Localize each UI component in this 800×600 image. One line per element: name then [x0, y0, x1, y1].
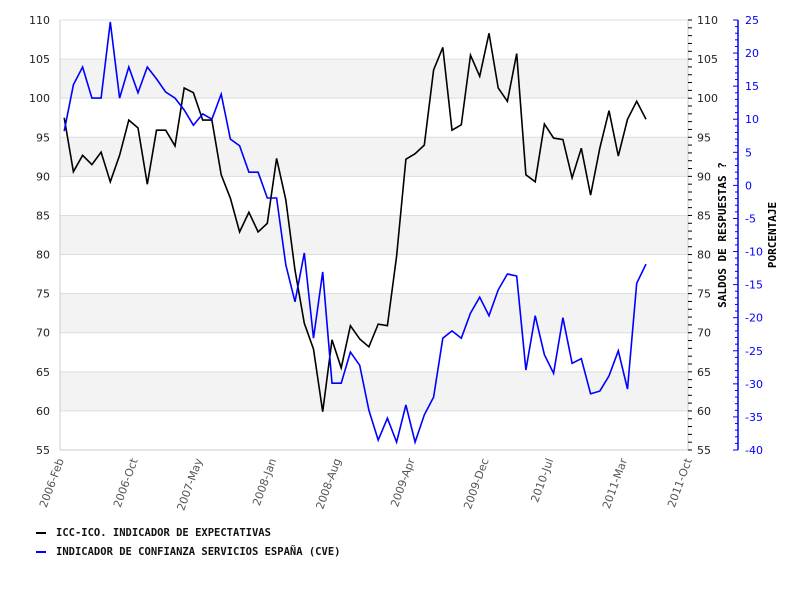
right-axis-2-tick-label: -5	[745, 212, 756, 225]
grid-band	[60, 59, 688, 99]
right-axis-2-tick-label: -20	[745, 312, 763, 325]
x-tick-label: 2009-Dec	[461, 457, 491, 511]
series-line-0	[63, 33, 647, 412]
left-tick-label: 85	[36, 209, 50, 222]
right-axis-1-tick-label: 55	[697, 444, 711, 457]
right-axis-2-tick-label: 5	[745, 146, 752, 159]
right-axis-2-tick-label: 0	[745, 179, 752, 192]
legend-swatch-blue	[36, 551, 46, 553]
left-tick-label: 110	[29, 14, 50, 27]
right-axis-1-tick-label: 85	[697, 209, 711, 222]
right-axis-1-tick-label: 75	[697, 288, 711, 301]
right-axis-2-title: PORCENTAJE	[766, 202, 779, 268]
right-axis-2-tick-label: -15	[745, 279, 763, 292]
left-tick-label: 95	[36, 131, 50, 144]
legend-label: ICC-ICO. INDICADOR DE EXPECTATIVAS	[56, 527, 271, 539]
right-axis-2-tick-label: -25	[745, 345, 763, 358]
right-axis-2-tick-label: -10	[745, 246, 763, 259]
right-axis-1-tick-label: 100	[697, 92, 718, 105]
right-axis-2-tick-label: -30	[745, 378, 763, 391]
left-tick-label: 80	[36, 249, 50, 262]
x-tick-label: 2008-Jan	[250, 457, 279, 508]
grid-band	[60, 371, 688, 411]
right-axis-2-tick-label: -40	[745, 444, 763, 457]
x-tick-label: 2008-Aug	[313, 457, 343, 511]
left-tick-label: 55	[36, 444, 50, 457]
legend-item-icc-ico: ICC-ICO. INDICADOR DE EXPECTATIVAS	[36, 527, 271, 539]
right-axis-1-tick-label: 110	[697, 14, 718, 27]
legend-swatch-black	[36, 532, 46, 534]
right-axis-1-tick-label: 90	[697, 170, 711, 183]
x-tick-label: 2006-Oct	[111, 456, 141, 509]
right-axis-2-tick-label: 10	[745, 113, 759, 126]
right-axis-1-tick-label: 65	[697, 366, 711, 379]
right-axis-1-tick-label: 70	[697, 327, 711, 340]
left-tick-label: 60	[36, 405, 50, 418]
x-tick-label: 2006-Feb	[37, 457, 67, 510]
x-tick-label: 2007-May	[174, 456, 205, 512]
right-axis-1-tick-label: 105	[697, 53, 718, 66]
grid-band	[60, 215, 688, 255]
left-tick-label: 65	[36, 366, 50, 379]
right-axis-2-tick-label: 20	[745, 47, 759, 60]
legend-item-cve: INDICADOR DE CONFIANZA SERVICIOS ESPAÑA …	[36, 546, 340, 558]
right-axis-2-tick-label: -35	[745, 411, 763, 424]
x-tick-label: 2011-Oct	[665, 456, 695, 509]
legend-label: INDICADOR DE CONFIANZA SERVICIOS ESPAÑA …	[56, 546, 341, 558]
right-axis-1-tick-label: 80	[697, 249, 711, 262]
right-axis-2-tick-label: 15	[745, 80, 759, 93]
left-tick-label: 70	[36, 327, 50, 340]
x-tick-label: 2010-Jul	[528, 457, 556, 505]
left-tick-label: 75	[36, 288, 50, 301]
x-tick-label: 2011-Mar	[600, 456, 630, 510]
left-tick-label: 90	[36, 170, 50, 183]
right-axis-2-tick-label: 25	[745, 14, 759, 27]
right-axis-1-tick-label: 60	[697, 405, 711, 418]
right-axis-1-tick-label: 95	[697, 131, 711, 144]
grid-band	[60, 293, 688, 333]
right-axis-1-title: SALDOS DE RESPUESTAS ?	[716, 162, 729, 308]
left-tick-label: 105	[29, 53, 50, 66]
x-tick-label: 2009-Apr	[388, 456, 418, 509]
series-line-1	[63, 21, 647, 445]
left-tick-label: 100	[29, 92, 50, 105]
